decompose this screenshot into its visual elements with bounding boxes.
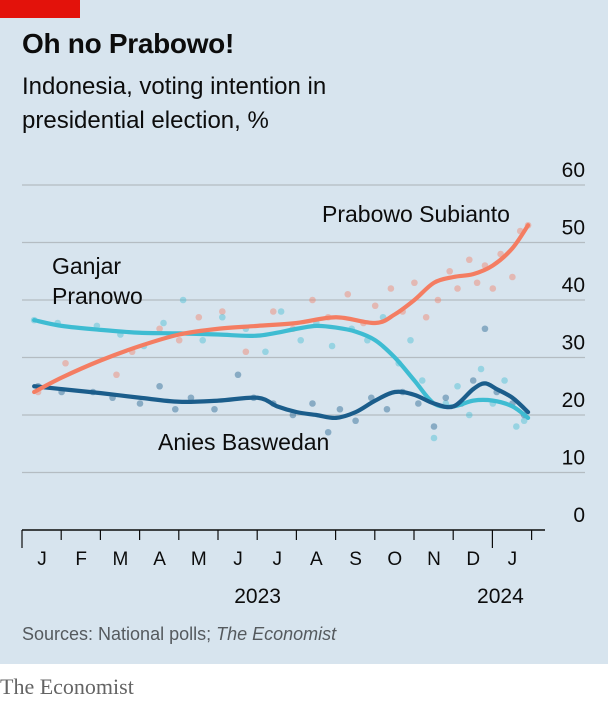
x-tick-label: J [37,549,47,570]
poll-point [411,279,418,287]
x-tick-label: A [310,549,323,570]
x-tick-label: S [349,549,362,570]
poll-point [219,308,226,315]
year-label: 2024 [477,585,524,608]
poll-point [324,428,332,436]
poll-point [418,377,426,384]
poll-point [62,359,69,367]
poll-point [501,377,508,384]
poll-point [242,348,250,356]
series-label: Pranowo [52,283,143,309]
series-line [32,318,531,420]
poll-point [175,336,183,344]
poll-point [513,423,520,430]
x-tick-label: M [112,549,128,570]
source-italic: The Economist [216,624,337,644]
economist-logo-text: The Economist [0,674,134,699]
x-tick-label: D [466,549,480,570]
poll-point [262,348,269,356]
poll-point [328,342,336,350]
poll-point [489,285,497,292]
poll-point [297,336,305,344]
poll-point [309,400,316,407]
poll-point [430,423,438,430]
poll-point [415,400,422,407]
poll-point [430,434,438,442]
y-tick-label: 60 [562,159,585,182]
poll-point [195,313,203,321]
poll-point [465,411,473,419]
poll-point [269,308,277,315]
poll-point [156,382,163,390]
series-label: Prabowo Subianto [322,201,510,227]
y-tick-label: 40 [562,274,585,297]
poll-point [211,405,218,413]
poll-point [422,313,430,321]
chart-subtitle: Indonesia, voting intention in president… [22,73,327,134]
poll-point [407,336,414,344]
poll-point [371,302,379,310]
poll-point [481,325,489,333]
poll-point [113,371,120,379]
poll-point [352,417,359,425]
poll-point [367,394,375,402]
poll-point [277,308,285,315]
poll-point [187,394,195,402]
source-note: Sources: National polls; The Economist [22,624,336,645]
poll-point [219,313,226,321]
y-tick-label: 30 [562,332,585,355]
poll-point [179,296,187,304]
poll-point [473,279,481,287]
poll-point [520,417,528,425]
series-line [32,223,531,395]
y-tick-label: 20 [562,389,585,412]
year-label: 2023 [234,585,281,608]
poll-point [509,273,516,281]
poll-point [477,365,485,373]
x-tick-label: F [75,549,87,570]
poll-point [171,405,179,413]
poll-point [469,377,477,384]
poll-point [465,256,473,264]
x-tick-label: A [153,549,166,570]
poll-point [387,285,395,292]
poll-point [454,285,461,292]
chart-title: Oh no Prabowo! [22,28,235,59]
y-tick-label: 0 [573,504,585,527]
series-label: Anies Baswedan [158,429,329,455]
series-line [32,381,531,421]
x-tick-label: M [191,549,207,570]
y-tick-label: 10 [562,447,585,470]
x-tick-label: N [427,549,441,570]
poll-point [383,405,391,413]
poll-point [136,400,144,407]
poll-point [336,405,344,413]
poll-point [156,325,163,333]
source-prefix: Sources: National polls; [22,624,217,644]
poll-point [344,290,352,298]
brand-red-tag [0,0,80,18]
poll-point [454,382,461,390]
poll-point [199,336,207,344]
series-label: Ganjar [52,253,121,279]
poll-point [309,296,316,304]
x-tick-label: J [233,549,243,570]
x-tick-label: O [387,549,402,570]
poll-point [442,394,450,402]
x-tick-label: J [272,549,282,570]
poll-point [434,296,442,304]
poll-point [160,319,167,327]
x-tick-label: J [508,549,518,570]
line-chart: 0 10 20 30 40 50 60 J F M A M J J A S O N D J 2023 2024 Prabow… [21,159,585,608]
y-tick-label: 50 [562,217,585,240]
poll-point [234,371,242,379]
poll-point [446,267,453,275]
